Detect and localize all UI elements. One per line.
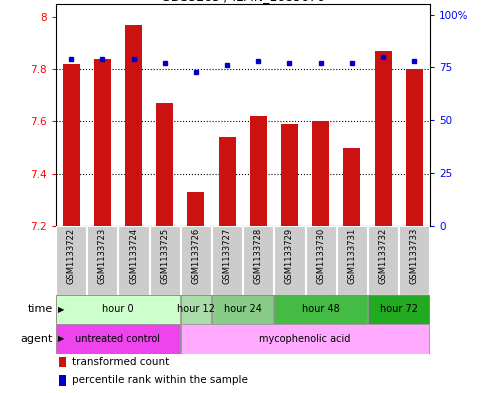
FancyBboxPatch shape [399, 226, 429, 295]
Text: GSM1133725: GSM1133725 [160, 228, 169, 284]
Text: percentile rank within the sample: percentile rank within the sample [71, 375, 247, 385]
FancyBboxPatch shape [87, 226, 117, 295]
FancyBboxPatch shape [368, 226, 398, 295]
FancyBboxPatch shape [306, 226, 336, 295]
Text: GSM1133727: GSM1133727 [223, 228, 232, 284]
Bar [94, 59, 111, 226]
FancyBboxPatch shape [56, 324, 180, 354]
Bar [63, 64, 80, 226]
Text: hour 12: hour 12 [177, 305, 215, 314]
Text: untreated control: untreated control [75, 334, 160, 344]
Text: hour 0: hour 0 [102, 305, 134, 314]
Bar [59, 356, 66, 367]
Text: hour 48: hour 48 [302, 305, 340, 314]
Text: GSM1133724: GSM1133724 [129, 228, 138, 284]
Text: agent: agent [21, 334, 53, 344]
FancyBboxPatch shape [212, 226, 242, 295]
FancyBboxPatch shape [368, 295, 429, 324]
Text: GSM1133731: GSM1133731 [347, 228, 356, 284]
Text: mycophenolic acid: mycophenolic acid [259, 334, 351, 344]
Text: hour 24: hour 24 [224, 305, 262, 314]
Text: ▶: ▶ [58, 305, 64, 314]
Title: GDS5265 / ILMN_1685676: GDS5265 / ILMN_1685676 [161, 0, 325, 3]
FancyBboxPatch shape [243, 226, 273, 295]
Text: hour 72: hour 72 [380, 305, 418, 314]
Bar [250, 116, 267, 226]
FancyBboxPatch shape [56, 295, 180, 324]
Bar [187, 192, 204, 226]
Bar [281, 124, 298, 226]
Text: time: time [28, 305, 53, 314]
Bar [218, 137, 236, 226]
Bar [343, 148, 360, 226]
Bar [59, 375, 66, 386]
Bar [156, 103, 173, 226]
FancyBboxPatch shape [274, 226, 305, 295]
FancyBboxPatch shape [150, 226, 180, 295]
Text: transformed count: transformed count [71, 357, 169, 367]
FancyBboxPatch shape [56, 226, 86, 295]
Bar [125, 25, 142, 226]
FancyBboxPatch shape [181, 295, 211, 324]
Bar [312, 121, 329, 226]
FancyBboxPatch shape [181, 324, 429, 354]
Text: GSM1133729: GSM1133729 [285, 228, 294, 284]
FancyBboxPatch shape [337, 226, 367, 295]
Text: GSM1133730: GSM1133730 [316, 228, 325, 284]
Text: GSM1133728: GSM1133728 [254, 228, 263, 284]
FancyBboxPatch shape [118, 226, 149, 295]
Text: ▶: ▶ [58, 334, 64, 343]
Text: GSM1133722: GSM1133722 [67, 228, 76, 284]
Text: GSM1133732: GSM1133732 [379, 228, 387, 284]
FancyBboxPatch shape [274, 295, 367, 324]
Text: GSM1133723: GSM1133723 [98, 228, 107, 284]
Text: GSM1133733: GSM1133733 [410, 228, 419, 285]
Bar [374, 51, 392, 226]
FancyBboxPatch shape [181, 226, 211, 295]
Text: GSM1133726: GSM1133726 [191, 228, 200, 284]
Bar [406, 69, 423, 226]
FancyBboxPatch shape [212, 295, 273, 324]
